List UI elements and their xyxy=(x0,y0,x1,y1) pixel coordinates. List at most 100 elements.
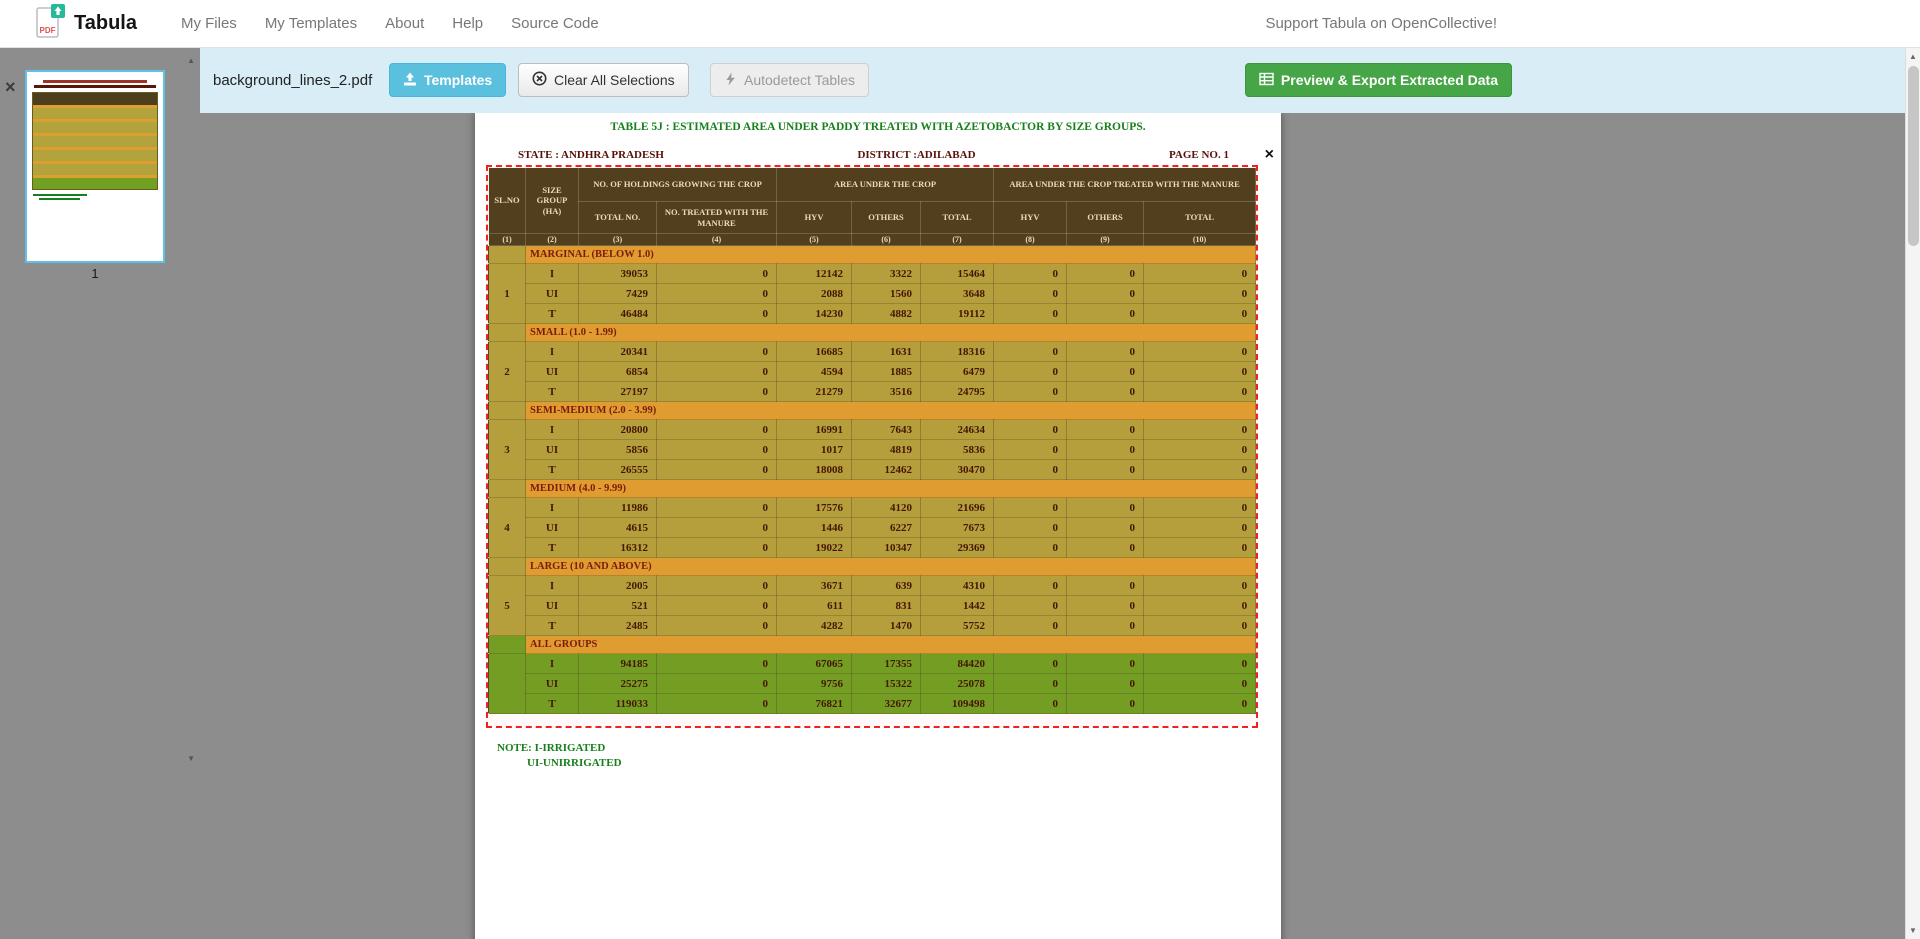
note-line-1: NOTE: I-IRRIGATED xyxy=(497,742,606,754)
scroll-up-icon[interactable]: ▲ xyxy=(1909,52,1917,61)
district-text: DISTRICT :ADILABAD xyxy=(857,149,976,161)
value-cell: 0 xyxy=(1143,615,1257,636)
group-title: SEMI-MEDIUM (2.0 - 3.99) xyxy=(525,401,1257,420)
row-type-cell: T xyxy=(525,381,579,402)
value-cell: 1446 xyxy=(776,517,853,538)
table-selection-box[interactable] xyxy=(486,165,1258,728)
value-cell: 7429 xyxy=(578,283,657,304)
row-type-cell: I xyxy=(525,341,579,362)
value-cell: 0 xyxy=(1143,263,1257,284)
nav-about[interactable]: About xyxy=(385,15,425,32)
value-cell: 15322 xyxy=(851,673,922,694)
remove-page-icon[interactable]: × xyxy=(5,77,16,97)
col-number: (8) xyxy=(993,233,1068,246)
col-number: (5) xyxy=(776,233,853,246)
support-link[interactable]: Support Tabula on OpenCollective! xyxy=(1265,15,1497,32)
scrollbar-thumb[interactable] xyxy=(1908,66,1919,246)
value-cell: 0 xyxy=(1066,361,1145,382)
value-cell: 0 xyxy=(1066,693,1145,714)
group-title: ALL GROUPS xyxy=(525,635,1257,654)
value-cell: 0 xyxy=(993,615,1068,636)
value-cell: 20341 xyxy=(578,341,657,362)
templates-button[interactable]: Templates xyxy=(389,63,507,97)
window-scrollbar[interactable]: ▲ ▼ xyxy=(1905,48,1920,939)
brand-title: Tabula xyxy=(74,12,137,34)
col-header-others-treated: OTHERS xyxy=(1066,201,1145,234)
selection-close-icon[interactable]: × xyxy=(1264,146,1274,163)
value-cell: 0 xyxy=(1066,595,1145,616)
value-cell: 611 xyxy=(776,595,853,616)
value-cell: 2088 xyxy=(776,283,853,304)
nav-my-files[interactable]: My Files xyxy=(180,15,237,32)
value-cell: 0 xyxy=(993,419,1068,440)
value-cell: 0 xyxy=(1066,517,1145,538)
svg-text:PDF: PDF xyxy=(40,26,56,35)
filename: background_lines_2.pdf xyxy=(213,72,373,89)
document-viewer[interactable]: TABLE 5J : ESTIMATED AREA UNDER PADDY TR… xyxy=(200,113,1905,939)
slno-cell: 2 xyxy=(488,341,526,402)
value-cell: 0 xyxy=(993,341,1068,362)
value-cell: 0 xyxy=(656,439,778,460)
brand-home-link[interactable]: PDF Tabula xyxy=(36,3,137,44)
value-cell: 0 xyxy=(656,537,778,558)
pdf-meta-row: STATE : ANDHRA PRADESH DISTRICT :ADILABA… xyxy=(518,149,1229,161)
value-cell: 0 xyxy=(1143,537,1257,558)
value-cell: 19112 xyxy=(920,303,995,324)
export-button[interactable]: Preview & Export Extracted Data xyxy=(1244,63,1512,97)
nav-source-code[interactable]: Source Code xyxy=(511,15,599,32)
navbar: PDF Tabula My Files My Templates About H… xyxy=(0,0,1920,48)
group-title: SMALL (1.0 - 1.99) xyxy=(525,323,1257,342)
autodetect-tables-button[interactable]: Autodetect Tables xyxy=(710,63,870,97)
page-thumbnail[interactable] xyxy=(25,70,165,263)
slno-cell xyxy=(488,653,526,714)
nav-my-templates[interactable]: My Templates xyxy=(264,15,358,32)
toolbar: background_lines_2.pdf Templates Clear A… xyxy=(200,48,1920,113)
value-cell: 0 xyxy=(993,439,1068,460)
pdf-note: NOTE: I-IRRIGATED UI-UNIRRIGATED xyxy=(497,741,622,772)
value-cell: 0 xyxy=(656,653,778,674)
value-cell: 94185 xyxy=(578,653,657,674)
slno-cell xyxy=(488,557,526,576)
value-cell: 0 xyxy=(1143,653,1257,674)
value-cell: 0 xyxy=(1066,263,1145,284)
value-cell: 32677 xyxy=(851,693,922,714)
value-cell: 0 xyxy=(1066,419,1145,440)
value-cell: 4819 xyxy=(851,439,922,460)
value-cell: 5836 xyxy=(920,439,995,460)
value-cell: 0 xyxy=(1143,497,1257,518)
value-cell: 10347 xyxy=(851,537,922,558)
value-cell: 11986 xyxy=(578,497,657,518)
value-cell: 16991 xyxy=(776,419,853,440)
value-cell: 0 xyxy=(993,303,1068,324)
col-group-treated: AREA UNDER THE CROP TREATED WITH THE MAN… xyxy=(993,167,1257,202)
value-cell: 0 xyxy=(993,595,1068,616)
slno-cell xyxy=(488,323,526,342)
sidebar-scroll-down-icon[interactable]: ▼ xyxy=(187,754,195,763)
value-cell: 1470 xyxy=(851,615,922,636)
pdf-page[interactable]: TABLE 5J : ESTIMATED AREA UNDER PADDY TR… xyxy=(475,113,1281,939)
row-type-cell: T xyxy=(525,303,579,324)
value-cell: 1631 xyxy=(851,341,922,362)
nav-help[interactable]: Help xyxy=(452,15,484,32)
value-cell: 0 xyxy=(1143,381,1257,402)
state-text: STATE : ANDHRA PRADESH xyxy=(518,149,664,161)
value-cell: 0 xyxy=(993,263,1068,284)
row-type-cell: I xyxy=(525,497,579,518)
value-cell: 9756 xyxy=(776,673,853,694)
col-header-no-treated: NO. TREATED WITH THE MANURE xyxy=(655,201,778,234)
col-number: (9) xyxy=(1066,233,1145,246)
value-cell: 3648 xyxy=(920,283,995,304)
value-cell: 84420 xyxy=(920,653,995,674)
scroll-down-icon[interactable]: ▼ xyxy=(1909,926,1917,935)
value-cell: 67065 xyxy=(776,653,853,674)
slno-cell: 5 xyxy=(488,575,526,636)
lightning-bolt-icon xyxy=(724,72,737,89)
col-number: (1) xyxy=(488,233,526,246)
value-cell: 16685 xyxy=(776,341,853,362)
clear-selections-button[interactable]: Clear All Selections xyxy=(518,63,689,97)
col-number: (10) xyxy=(1143,233,1257,246)
sidebar-scroll-up-icon[interactable]: ▲ xyxy=(187,56,195,65)
value-cell: 0 xyxy=(993,537,1068,558)
autodetect-label: Autodetect Tables xyxy=(744,72,856,88)
value-cell: 0 xyxy=(1143,673,1257,694)
